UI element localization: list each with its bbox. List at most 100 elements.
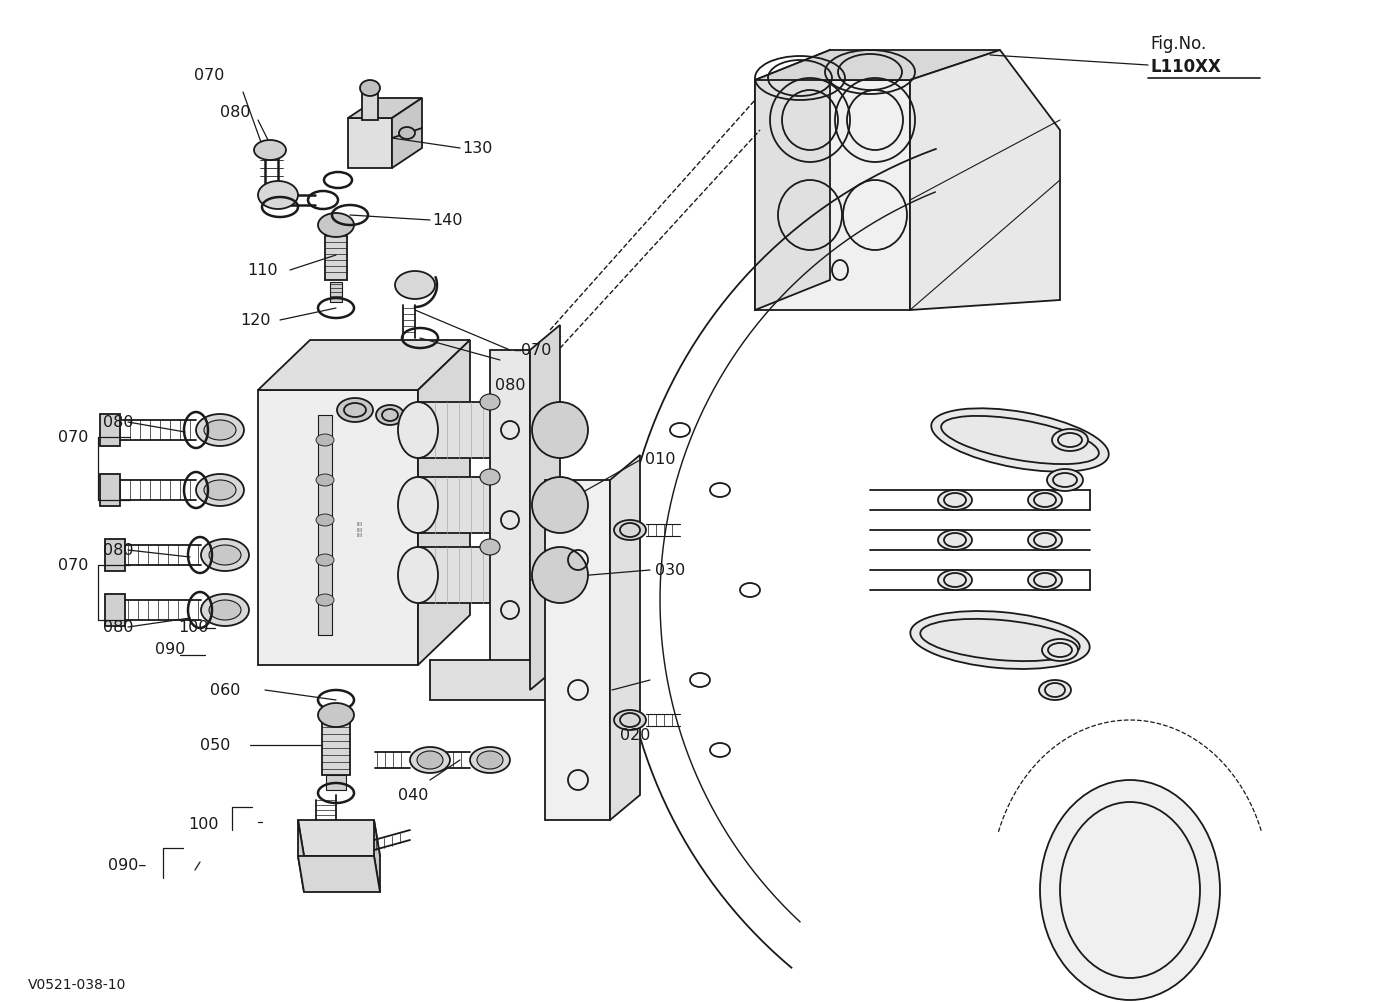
Ellipse shape bbox=[317, 213, 355, 237]
Polygon shape bbox=[755, 50, 829, 310]
Polygon shape bbox=[755, 50, 1000, 80]
Text: 070: 070 bbox=[195, 68, 225, 83]
Ellipse shape bbox=[1028, 490, 1063, 510]
Polygon shape bbox=[105, 539, 126, 571]
Bar bbox=[317, 415, 333, 635]
Ellipse shape bbox=[204, 480, 236, 500]
Polygon shape bbox=[99, 414, 120, 446]
Ellipse shape bbox=[204, 420, 236, 440]
Ellipse shape bbox=[337, 398, 373, 422]
Polygon shape bbox=[545, 480, 610, 820]
Text: 030: 030 bbox=[656, 563, 686, 578]
Ellipse shape bbox=[533, 477, 588, 533]
Ellipse shape bbox=[196, 474, 244, 506]
Text: 080: 080 bbox=[104, 415, 134, 430]
Polygon shape bbox=[348, 98, 422, 118]
Ellipse shape bbox=[1042, 639, 1078, 661]
Text: 090: 090 bbox=[155, 642, 185, 657]
Text: 080: 080 bbox=[104, 620, 134, 635]
Ellipse shape bbox=[397, 402, 437, 458]
Polygon shape bbox=[298, 820, 380, 856]
Ellipse shape bbox=[480, 469, 500, 485]
Ellipse shape bbox=[395, 271, 435, 299]
Ellipse shape bbox=[1041, 780, 1220, 1000]
Text: 040: 040 bbox=[397, 788, 428, 803]
Ellipse shape bbox=[196, 414, 244, 446]
Ellipse shape bbox=[1039, 680, 1071, 700]
Ellipse shape bbox=[316, 514, 334, 526]
Ellipse shape bbox=[316, 474, 334, 486]
Bar bbox=[326, 225, 346, 280]
Polygon shape bbox=[298, 856, 380, 892]
Polygon shape bbox=[490, 350, 530, 690]
Text: 080: 080 bbox=[219, 105, 251, 120]
Ellipse shape bbox=[375, 405, 404, 425]
Polygon shape bbox=[258, 340, 471, 390]
Ellipse shape bbox=[471, 747, 511, 773]
Ellipse shape bbox=[360, 80, 380, 96]
Polygon shape bbox=[418, 547, 560, 603]
Text: 140: 140 bbox=[432, 213, 462, 228]
Ellipse shape bbox=[316, 554, 334, 566]
Ellipse shape bbox=[932, 408, 1108, 472]
Ellipse shape bbox=[316, 594, 334, 606]
Ellipse shape bbox=[911, 611, 1090, 669]
Ellipse shape bbox=[397, 547, 437, 603]
Ellipse shape bbox=[201, 539, 248, 571]
Text: 050: 050 bbox=[200, 738, 230, 753]
Ellipse shape bbox=[254, 140, 286, 160]
Ellipse shape bbox=[410, 747, 450, 773]
Ellipse shape bbox=[614, 710, 646, 730]
Polygon shape bbox=[755, 80, 909, 310]
Polygon shape bbox=[431, 660, 591, 700]
Polygon shape bbox=[418, 477, 560, 533]
Ellipse shape bbox=[480, 539, 500, 555]
Polygon shape bbox=[99, 474, 120, 506]
Ellipse shape bbox=[417, 752, 443, 769]
Text: 070: 070 bbox=[58, 430, 88, 445]
Ellipse shape bbox=[1028, 570, 1063, 590]
Ellipse shape bbox=[533, 547, 588, 603]
Text: 100: 100 bbox=[178, 620, 208, 635]
Polygon shape bbox=[909, 50, 1060, 310]
Polygon shape bbox=[258, 390, 418, 665]
Text: Fig.No.: Fig.No. bbox=[1150, 35, 1206, 53]
Ellipse shape bbox=[317, 703, 355, 727]
Polygon shape bbox=[105, 594, 126, 626]
Ellipse shape bbox=[208, 600, 242, 620]
Polygon shape bbox=[418, 402, 560, 458]
Polygon shape bbox=[530, 325, 560, 690]
Ellipse shape bbox=[397, 477, 437, 533]
Text: 010: 010 bbox=[644, 452, 675, 467]
Polygon shape bbox=[418, 340, 471, 665]
Ellipse shape bbox=[258, 181, 298, 209]
Ellipse shape bbox=[1052, 429, 1087, 451]
Polygon shape bbox=[610, 455, 640, 820]
Text: IIII
IIII
IIII: IIII IIII IIII bbox=[357, 522, 363, 538]
Bar bbox=[326, 775, 346, 790]
Ellipse shape bbox=[938, 530, 972, 550]
Ellipse shape bbox=[1047, 469, 1083, 491]
Ellipse shape bbox=[201, 594, 248, 626]
Text: 060: 060 bbox=[210, 683, 240, 698]
Polygon shape bbox=[348, 118, 392, 168]
Text: 020: 020 bbox=[620, 728, 650, 743]
Text: 080: 080 bbox=[495, 378, 526, 393]
Text: –070: –070 bbox=[513, 343, 552, 358]
Polygon shape bbox=[298, 820, 304, 892]
Ellipse shape bbox=[316, 434, 334, 446]
Polygon shape bbox=[392, 98, 422, 168]
Bar bbox=[330, 282, 342, 302]
Polygon shape bbox=[374, 820, 380, 892]
Bar bbox=[322, 715, 351, 775]
Text: 120: 120 bbox=[240, 313, 270, 328]
Text: L110XX: L110XX bbox=[1150, 58, 1221, 76]
Ellipse shape bbox=[938, 570, 972, 590]
Text: 090–: 090– bbox=[108, 858, 146, 873]
Ellipse shape bbox=[533, 402, 588, 458]
Bar bbox=[362, 88, 378, 120]
Ellipse shape bbox=[208, 545, 242, 565]
Ellipse shape bbox=[480, 394, 500, 410]
Ellipse shape bbox=[399, 127, 415, 139]
Ellipse shape bbox=[614, 520, 646, 540]
